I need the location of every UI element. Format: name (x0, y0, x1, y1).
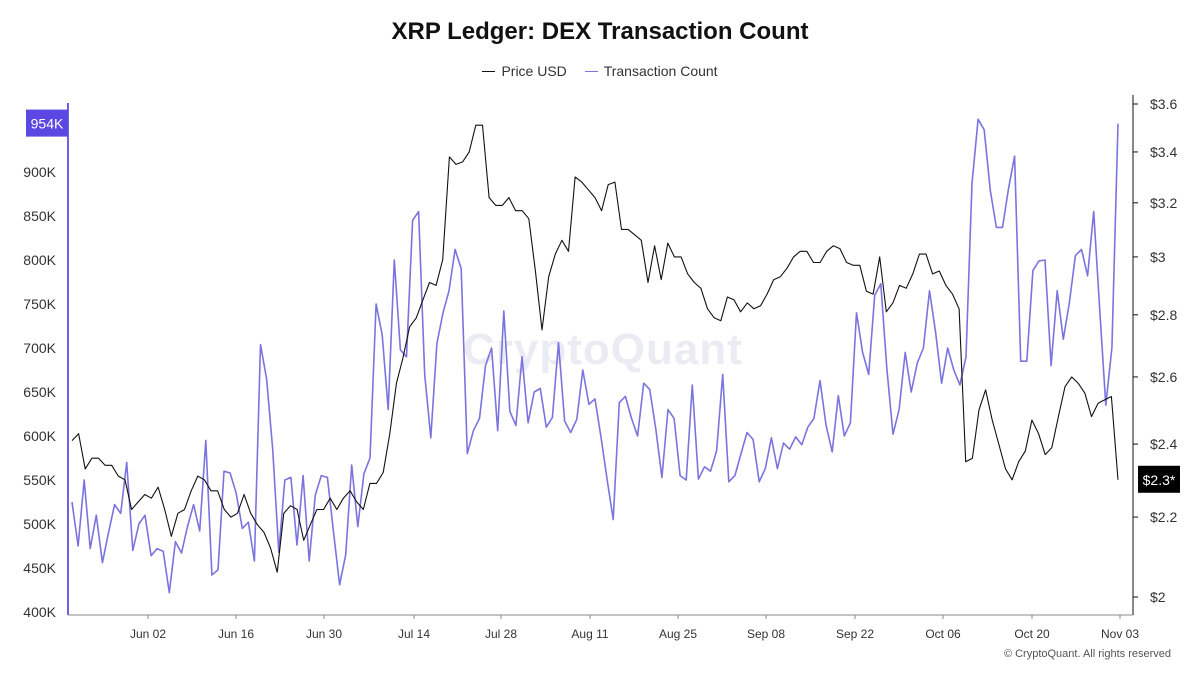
last-value-badge-price (1138, 465, 1180, 493)
y-right-tick-label: $3.2 (1150, 195, 1177, 211)
last-value-label-price: $2.3* (1143, 472, 1176, 488)
series-line-transaction-count (71, 118, 1119, 594)
copyright-text: © CryptoQuant. All rights reserved (1003, 648, 1171, 660)
y-left-tick-label: 900K (23, 164, 56, 180)
legend-item-price[interactable]: Price USD (482, 63, 567, 80)
x-tick-label: Aug 11 (571, 627, 608, 641)
y-right-tick-label: $2.8 (1150, 307, 1177, 323)
y-right-tick-label: $2.6 (1150, 369, 1177, 385)
y-left-tick-label: 650K (23, 384, 56, 400)
y-right-tick-label: $3.4 (1150, 144, 1177, 160)
x-tick-label: Sep 08 (747, 627, 785, 641)
y-left-tick-label: 850K (23, 208, 56, 224)
x-tick-label: Jul 14 (398, 627, 430, 641)
x-tick-label: Sep 22 (836, 627, 874, 641)
y-right-tick-label: $2.2 (1150, 509, 1177, 525)
y-left-tick-label: 600K (23, 428, 56, 444)
legend-label-price: Price USD (501, 63, 567, 80)
legend-swatch-price (482, 70, 496, 72)
y-left-tick-label: 700K (23, 340, 56, 356)
chart-title: XRP Ledger: DEX Transaction Count (391, 18, 809, 45)
y-right-tick-label: $3.6 (1150, 96, 1177, 112)
x-tick-label: Jul 28 (485, 627, 517, 641)
series-line-price (71, 124, 1119, 573)
y-left-tick-label: 500K (23, 516, 56, 532)
legend-swatch-transaction-count (584, 70, 598, 72)
y-left-tick-label: 550K (23, 472, 56, 488)
watermark: CryptoQuant (463, 325, 743, 374)
y-left-tick-label: 800K (23, 252, 56, 268)
x-tick-label: Jun 02 (130, 627, 166, 641)
x-tick-label: Jun 16 (218, 627, 254, 641)
x-tick-label: Oct 06 (925, 627, 961, 641)
y-left-tick-label: 750K (23, 296, 56, 312)
y-left-tick-label: 450K (23, 560, 56, 576)
x-tick-label: Aug 25 (659, 627, 697, 641)
y-right-tick-label: $2 (1150, 589, 1166, 605)
x-tick-label: Nov 03 (1101, 627, 1139, 641)
chart-legend: Price USD Transaction Count (0, 59, 1200, 79)
x-tick-label: Oct 20 (1014, 627, 1050, 641)
last-value-badge-transaction-count (26, 109, 68, 137)
y-right-tick-label: $3 (1150, 249, 1166, 265)
legend-label-transaction-count: Transaction Count (603, 63, 718, 80)
legend-item-transaction-count[interactable]: Transaction Count (584, 63, 718, 80)
x-tick-label: Jun 30 (306, 627, 342, 641)
y-right-tick-label: $2.4 (1150, 436, 1177, 452)
last-value-label-transaction-count: 954K (31, 116, 64, 132)
y-left-tick-label: 400K (23, 604, 56, 620)
